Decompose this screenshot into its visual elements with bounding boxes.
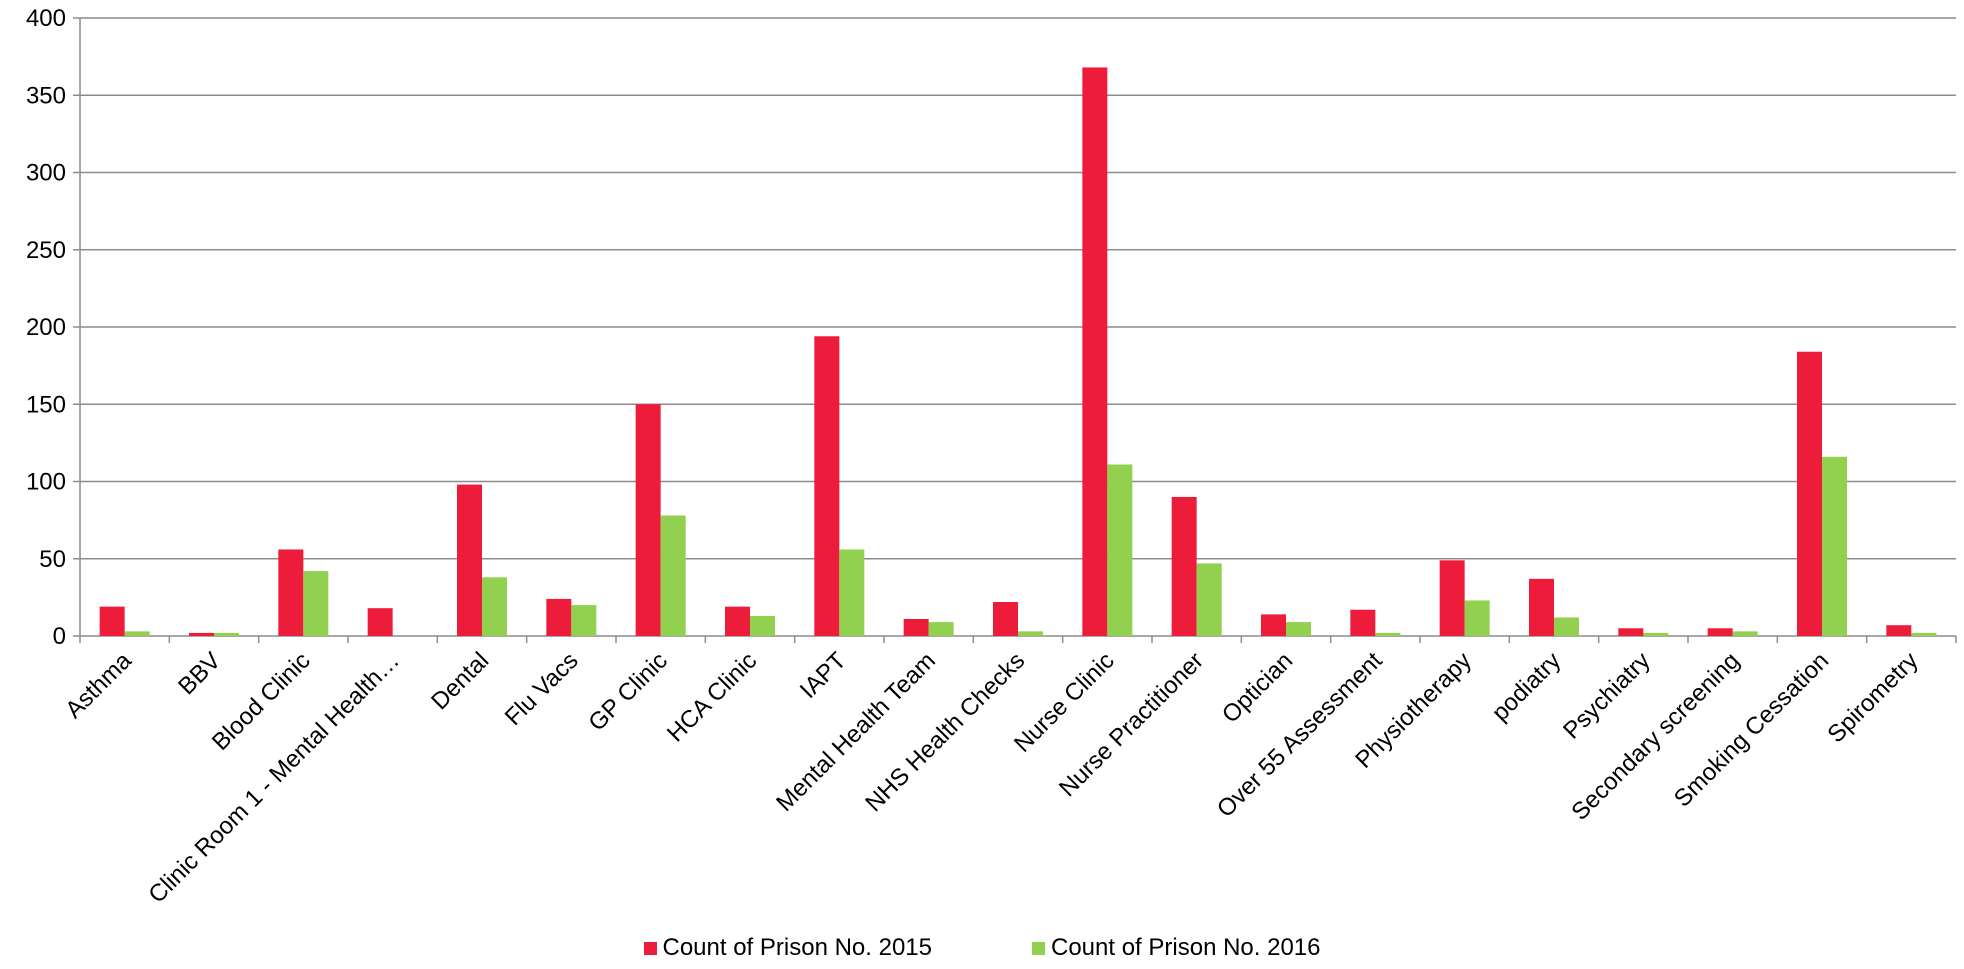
- bar-2015-iapt: [814, 336, 840, 636]
- legend-label-2016: Count of Prison No. 2016: [1051, 934, 1321, 961]
- bar-2016-podiatry: [1554, 617, 1579, 636]
- x-tick-label-spirometry: Spirometry: [1822, 647, 1923, 748]
- bar-2016-psychiatry: [1643, 632, 1669, 636]
- x-tick-label-podiatry: podiatry: [1487, 647, 1566, 726]
- bar-2016-spirometry: [1911, 632, 1937, 636]
- bar-2016-nhs-health-checks: [1018, 631, 1043, 636]
- x-tick-label-gp-clinic: GP Clinic: [583, 647, 673, 737]
- bar-2016-blood-clinic: [303, 571, 329, 636]
- bar-2015-flu-vacs: [546, 598, 572, 636]
- bar-2015-mental-health-team: [903, 619, 929, 636]
- bar-2016-gp-clinic: [660, 515, 686, 636]
- bar-2015-dental: [457, 484, 482, 636]
- y-tick-label-300: 300: [26, 160, 66, 187]
- bar-2015-blood-clinic: [278, 549, 304, 636]
- bar-2015-optician: [1261, 614, 1286, 636]
- bar-2015-nhs-health-checks: [993, 602, 1018, 636]
- x-tick-label-smoking-cessation: Smoking Cessation: [1669, 647, 1834, 812]
- legend-swatch-2015: [643, 941, 657, 955]
- y-tick-label-250: 250: [26, 237, 66, 264]
- bar-2015-psychiatry: [1618, 628, 1644, 636]
- x-tick-label-mental-health-team: Mental Health Team: [771, 647, 941, 817]
- bar-2016-over-55-assessment: [1375, 632, 1401, 636]
- x-tick-label-iapt: IAPT: [795, 647, 852, 704]
- bar-2015-nurse-practitioner: [1171, 496, 1197, 636]
- bar-2016-nurse-practitioner: [1196, 563, 1222, 636]
- bar-2015-bbv: [189, 632, 214, 636]
- y-tick-label-0: 0: [53, 623, 66, 650]
- bar-2016-hca-clinic: [750, 615, 775, 636]
- bar-2015-gp-clinic: [635, 404, 661, 636]
- x-tick-label-bbv: BBV: [173, 647, 226, 700]
- x-tick-label-asthma: Asthma: [60, 647, 137, 724]
- bar-2016-dental: [482, 577, 507, 636]
- y-tick-label-400: 400: [26, 5, 66, 32]
- legend-item-2015: Count of Prison No. 2015: [643, 934, 933, 962]
- x-tick-label-nhs-health-checks: NHS Health Checks: [860, 647, 1030, 817]
- legend-label-2015: Count of Prison No. 2015: [662, 934, 933, 961]
- bar-2016-mental-health-team: [928, 622, 954, 636]
- y-tick-label-200: 200: [26, 314, 66, 341]
- x-tick-label-hca-clinic: HCA Clinic: [662, 647, 762, 747]
- bar-2015-secondary-screening: [1707, 628, 1733, 636]
- bar-2016-iapt: [839, 549, 865, 636]
- bar-2015-physiotherapy: [1439, 560, 1465, 636]
- bar-2016-secondary-screening: [1732, 631, 1758, 636]
- x-tick-label-psychiatry: Psychiatry: [1558, 647, 1655, 744]
- x-tick-label-flu-vacs: Flu Vacs: [500, 647, 584, 731]
- bar-2015-clinic-room-1-mental-health: [367, 608, 393, 636]
- x-tick-label-secondary-screening: Secondary screening: [1566, 647, 1745, 826]
- legend-swatch-2016: [1032, 941, 1045, 955]
- bar-2015-asthma: [99, 606, 125, 636]
- bar-2015-smoking-cessation: [1797, 351, 1822, 636]
- bar-2016-flu-vacs: [571, 605, 597, 636]
- x-tick-label-optician: Optician: [1217, 647, 1298, 728]
- bar-2016-bbv: [214, 632, 239, 636]
- x-tick-label-dental: Dental: [426, 647, 494, 715]
- bar-2016-nurse-clinic: [1107, 464, 1133, 636]
- bar-2016-physiotherapy: [1464, 600, 1490, 636]
- y-tick-label-350: 350: [26, 82, 66, 109]
- legend-item-2016: Count of Prison No. 2016: [1032, 934, 1321, 962]
- bar-2015-nurse-clinic: [1082, 67, 1108, 636]
- bar-2015-hca-clinic: [725, 606, 750, 636]
- bar-2016-optician: [1286, 622, 1311, 636]
- bar-2015-podiatry: [1529, 578, 1554, 636]
- bar-2016-asthma: [124, 631, 150, 636]
- y-tick-label-150: 150: [26, 391, 66, 418]
- bar-2015-over-55-assessment: [1350, 609, 1376, 636]
- legend: Count of Prison No. 2015 Count of Prison…: [0, 934, 1964, 962]
- bar-2016-smoking-cessation: [1822, 456, 1847, 636]
- bar-2015-spirometry: [1886, 625, 1912, 636]
- x-tick-label-over-55-assessment: Over 55 Assessment: [1212, 647, 1388, 823]
- y-tick-label-50: 50: [39, 546, 66, 573]
- y-tick-label-100: 100: [26, 469, 66, 496]
